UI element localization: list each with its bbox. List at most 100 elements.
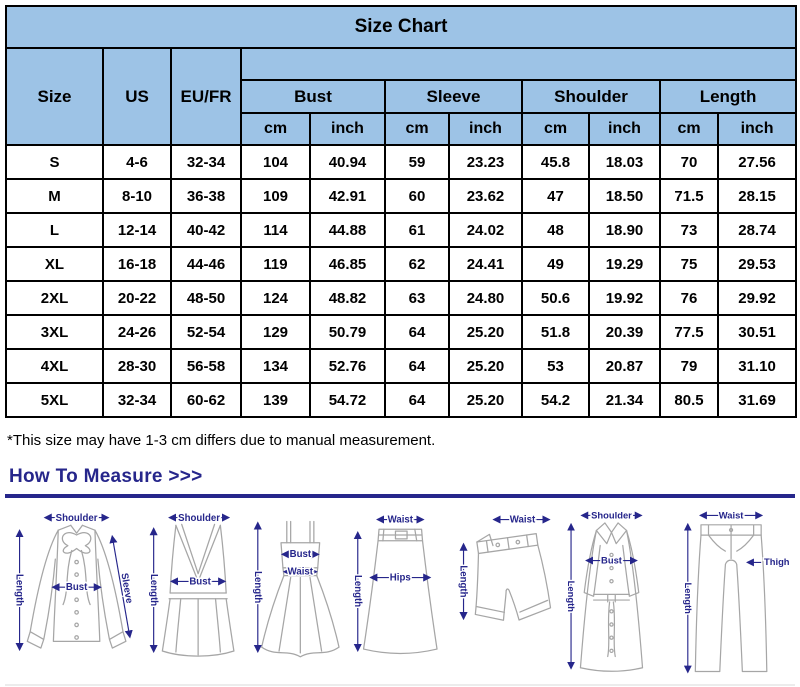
measurement-footnote: *This size may have 1-3 cm differs due t…	[7, 432, 436, 449]
row-value-cell: 20.87	[588, 348, 661, 384]
group-header-sleeve: Sleeve	[384, 79, 523, 114]
measure-label-length: Length	[566, 581, 577, 613]
measure-label-length: Length	[252, 571, 263, 603]
row-value-cell: 59	[384, 144, 450, 180]
unit-header-sleeve-inch: inch	[448, 112, 523, 146]
row-value-cell: 47	[521, 178, 590, 214]
row-value-cell: 54.2	[521, 382, 590, 418]
table-row: L 12-14 40-42 114 44.88 61 24.02 48 18.90 73 28.74	[5, 212, 798, 248]
unit-header-sleeve-cm: cm	[384, 112, 450, 146]
row-size-cell: 5XL	[5, 382, 104, 418]
row-value-cell: 139	[240, 382, 311, 418]
row-value-cell: 50.6	[521, 280, 590, 316]
row-value-cell: 4-6	[102, 144, 172, 180]
row-value-cell: 64	[384, 382, 450, 418]
row-value-cell: 77.5	[659, 314, 719, 350]
table-row: 3XL 24-26 52-54 129 50.79 64 25.20 51.8 20.39 77.…	[5, 314, 798, 350]
row-value-cell: 119	[240, 246, 311, 282]
garment-coat-figure: Shoulder Bust Length	[565, 508, 644, 672]
measure-label-waist: Waist	[288, 567, 314, 578]
row-value-cell: 45.8	[521, 144, 590, 180]
row-value-cell: 24.02	[448, 212, 523, 248]
row-value-cell: 24.80	[448, 280, 523, 316]
row-value-cell: 44.88	[309, 212, 386, 248]
column-header-us: US	[102, 47, 172, 146]
row-value-cell: 21.34	[588, 382, 661, 418]
row-value-cell: 31.69	[716, 382, 798, 418]
row-value-cell: 134	[240, 348, 311, 384]
garment-vest-figure: Shoulder Bust Length	[146, 512, 235, 657]
row-size-cell: L	[5, 212, 104, 248]
measure-label-length: Length	[352, 575, 363, 607]
row-size-cell: 2XL	[5, 280, 104, 316]
row-value-cell: 20-22	[102, 280, 172, 316]
header-spacer	[239, 47, 798, 81]
row-value-cell: 12-14	[102, 212, 172, 248]
column-header-eufr: EU/FR	[170, 47, 242, 146]
row-value-cell: 32-34	[102, 382, 172, 418]
unit-header-length-inch: inch	[716, 112, 798, 146]
row-value-cell: 40-42	[170, 212, 242, 248]
measure-label-bust: Bust	[189, 576, 211, 587]
row-value-cell: 48-50	[170, 280, 242, 316]
row-value-cell: 50.79	[309, 314, 386, 350]
row-value-cell: 60-62	[170, 382, 242, 418]
row-value-cell: 70	[659, 144, 719, 180]
table-row: XL 16-18 44-46 119 46.85 62 24.41 49 19.29 75 29.5…	[5, 246, 798, 282]
row-value-cell: 28-30	[102, 348, 172, 384]
row-value-cell: 27.56	[716, 144, 798, 180]
row-size-cell: 4XL	[5, 348, 104, 384]
row-value-cell: 18.50	[588, 178, 661, 214]
how-to-measure-heading: How To Measure >>>	[9, 466, 203, 487]
row-value-cell: 73	[659, 212, 719, 248]
measure-label-length: Length	[13, 574, 24, 606]
garment-blouse-figure: Shoulder Bust Length Sleeve	[12, 512, 136, 652]
heading-rule	[5, 494, 795, 498]
row-value-cell: 46.85	[309, 246, 386, 282]
row-value-cell: 28.15	[716, 178, 798, 214]
unit-header-shoulder-cm: cm	[521, 112, 590, 146]
row-value-cell: 75	[659, 246, 719, 282]
garment-shorts-figure: Waist Length	[456, 513, 551, 621]
row-value-cell: 18.03	[588, 144, 661, 180]
row-value-cell: 23.62	[448, 178, 523, 214]
group-header-bust: Bust	[240, 79, 386, 114]
measure-label-shoulder: Shoulder	[178, 513, 220, 524]
table-row: S 4-6 32-34 104 40.94 59 23.23 45.8 18.03 70 27.56	[5, 144, 798, 180]
unit-header-bust-inch: inch	[309, 112, 386, 146]
row-value-cell: 24-26	[102, 314, 172, 350]
row-size-cell: 3XL	[5, 314, 104, 350]
measure-label-bust: Bust	[601, 554, 623, 565]
measure-label-length: Length	[148, 574, 159, 606]
size-chart-table: Size Chart Size US EU/FR Bust Sleeve Sho…	[4, 5, 798, 418]
unit-header-shoulder-inch: inch	[588, 112, 661, 146]
row-value-cell: 76	[659, 280, 719, 316]
measure-label-length: Length	[457, 565, 468, 597]
row-value-cell: 51.8	[521, 314, 590, 350]
row-value-cell: 36-38	[170, 178, 242, 214]
garment-pants-figure: Waist Thigh Length	[682, 508, 791, 674]
measure-label-hips: Hips	[390, 572, 411, 583]
table-row: M 8-10 36-38 109 42.91 60 23.62 47 18.50 71.5 28.1…	[5, 178, 798, 214]
row-value-cell: 25.20	[448, 382, 523, 418]
row-value-cell: 52.76	[309, 348, 386, 384]
row-value-cell: 64	[384, 314, 450, 350]
row-value-cell: 114	[240, 212, 311, 248]
table-row: 5XL 32-34 60-62 139 54.72 64 25.20 54.2 21.34 80.…	[5, 382, 798, 418]
row-value-cell: 28.74	[716, 212, 798, 248]
row-value-cell: 40.94	[309, 144, 386, 180]
table-row: 4XL 28-30 56-58 134 52.76 64 25.20 53 20.87 79 31.…	[5, 348, 798, 384]
measure-label-length: Length	[683, 583, 694, 615]
row-value-cell: 30.51	[716, 314, 798, 350]
row-value-cell: 54.72	[309, 382, 386, 418]
row-value-cell: 62	[384, 246, 450, 282]
row-value-cell: 44-46	[170, 246, 242, 282]
row-size-cell: S	[5, 144, 104, 180]
table-title: Size Chart	[4, 5, 798, 49]
row-value-cell: 79	[659, 348, 719, 384]
measure-label-waist: Waist	[510, 514, 536, 525]
row-value-cell: 8-10	[102, 178, 172, 214]
row-value-cell: 19.92	[588, 280, 661, 316]
size-table-body: S 4-6 32-34 104 40.94 59 23.23 45.8 18.03 70 27.56…	[5, 144, 798, 418]
